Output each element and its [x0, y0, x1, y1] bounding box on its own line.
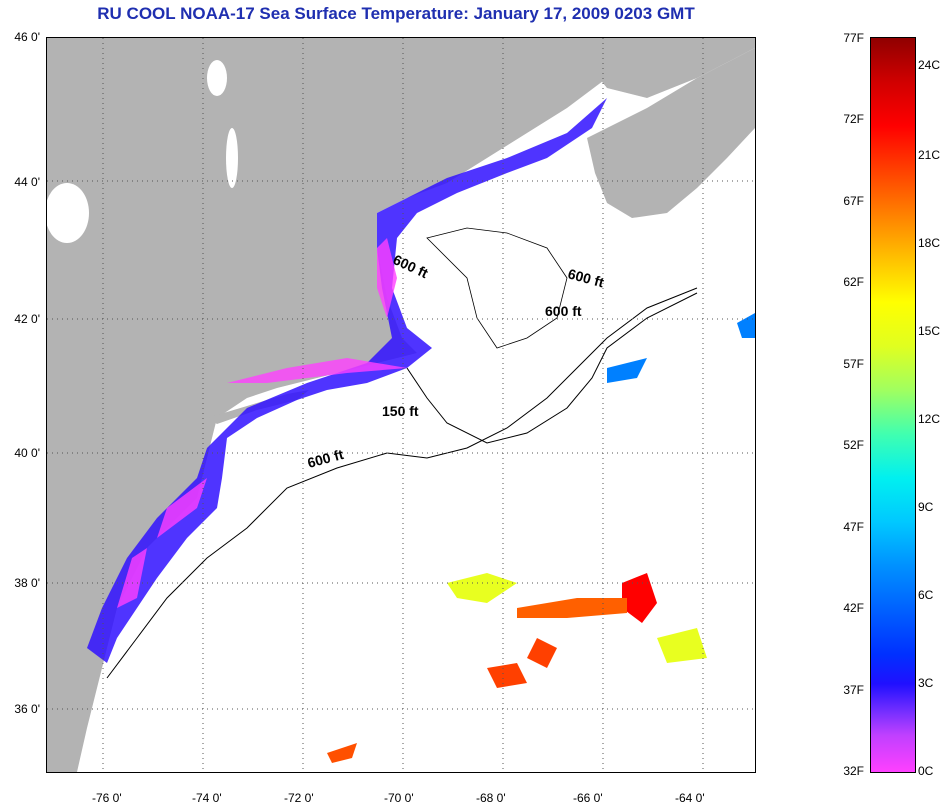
contour-label-150ft: 150 ft	[382, 403, 419, 419]
colorbar-f-label: 47F	[843, 520, 864, 534]
contour-label-600ft-b: 600 ft	[566, 265, 606, 290]
colorbar-f-label: 67F	[843, 194, 864, 208]
colorbar-c-label: 0C	[918, 764, 934, 778]
sst-map-svg: 600 ft 600 ft 600 ft 150 ft 600 ft	[47, 38, 755, 772]
lake	[226, 128, 238, 188]
graticule	[47, 38, 755, 772]
contour-label-600ft-a: 600 ft	[391, 251, 431, 281]
contour-gulf-of-maine	[426, 227, 568, 349]
colorbar-f-label: 57F	[843, 357, 864, 371]
contour-label-600ft-c: 600 ft	[545, 303, 582, 319]
lake	[207, 60, 227, 96]
land-us	[47, 38, 607, 772]
lat-label-46: 46 0'	[14, 30, 40, 44]
lon-label-72: -72 0'	[284, 791, 314, 805]
contour-600ft	[106, 287, 698, 679]
lon-label-66: -66 0'	[573, 791, 603, 805]
sst-cool-patch	[607, 313, 755, 383]
colorbar-f-label: 77F	[843, 31, 864, 45]
colorbar-c-label: 21C	[918, 148, 941, 162]
lat-label-40: 40 0'	[14, 446, 40, 460]
colorbar-f-label: 42F	[843, 601, 864, 615]
sst-warm-patch	[447, 573, 707, 663]
lon-label-70: -70 0'	[384, 791, 414, 805]
colorbar-c-label: 15C	[918, 324, 941, 338]
colorbar-f-label: 62F	[843, 275, 864, 289]
colorbar-c-label: 9C	[918, 500, 934, 514]
sst-map: 600 ft 600 ft 600 ft 150 ft 600 ft	[46, 37, 756, 773]
lat-label-38: 38 0'	[14, 576, 40, 590]
sst-warm-patch	[517, 598, 627, 618]
colorbar-c-label: 12C	[918, 412, 941, 426]
lat-label-36: 36 0'	[14, 702, 40, 716]
colorbar-c-label: 6C	[918, 588, 934, 602]
sst-warm-patch	[487, 638, 557, 688]
colorbar-f-label: 72F	[843, 112, 864, 126]
sst-coastal-coldest	[117, 238, 407, 608]
colorbar-f-label: 32F	[843, 764, 864, 778]
land-nova-scotia	[587, 48, 755, 218]
colorbar-f-label: 52F	[843, 438, 864, 452]
sst-coastal-cold	[87, 98, 607, 663]
temperature-colorbar	[870, 37, 916, 773]
map-title: RU COOL NOAA-17 Sea Surface Temperature:…	[97, 4, 695, 23]
lon-label-64: -64 0'	[675, 791, 705, 805]
lake	[47, 183, 89, 243]
colorbar-c-label: 24C	[918, 58, 941, 72]
lat-label-42: 42 0'	[14, 312, 40, 326]
sst-warm-patch	[327, 743, 357, 763]
lat-label-44: 44 0'	[14, 175, 40, 189]
colorbar-c-label: 18C	[918, 236, 941, 250]
sst-warm-patch	[622, 573, 657, 623]
colorbar-c-label: 3C	[918, 676, 934, 690]
lon-label-68: -68 0'	[476, 791, 506, 805]
lon-label-74: -74 0'	[192, 791, 222, 805]
contour-150ft	[406, 292, 698, 444]
lon-label-76: -76 0'	[92, 791, 122, 805]
colorbar-f-label: 37F	[843, 683, 864, 697]
land-new-brunswick	[567, 38, 755, 98]
